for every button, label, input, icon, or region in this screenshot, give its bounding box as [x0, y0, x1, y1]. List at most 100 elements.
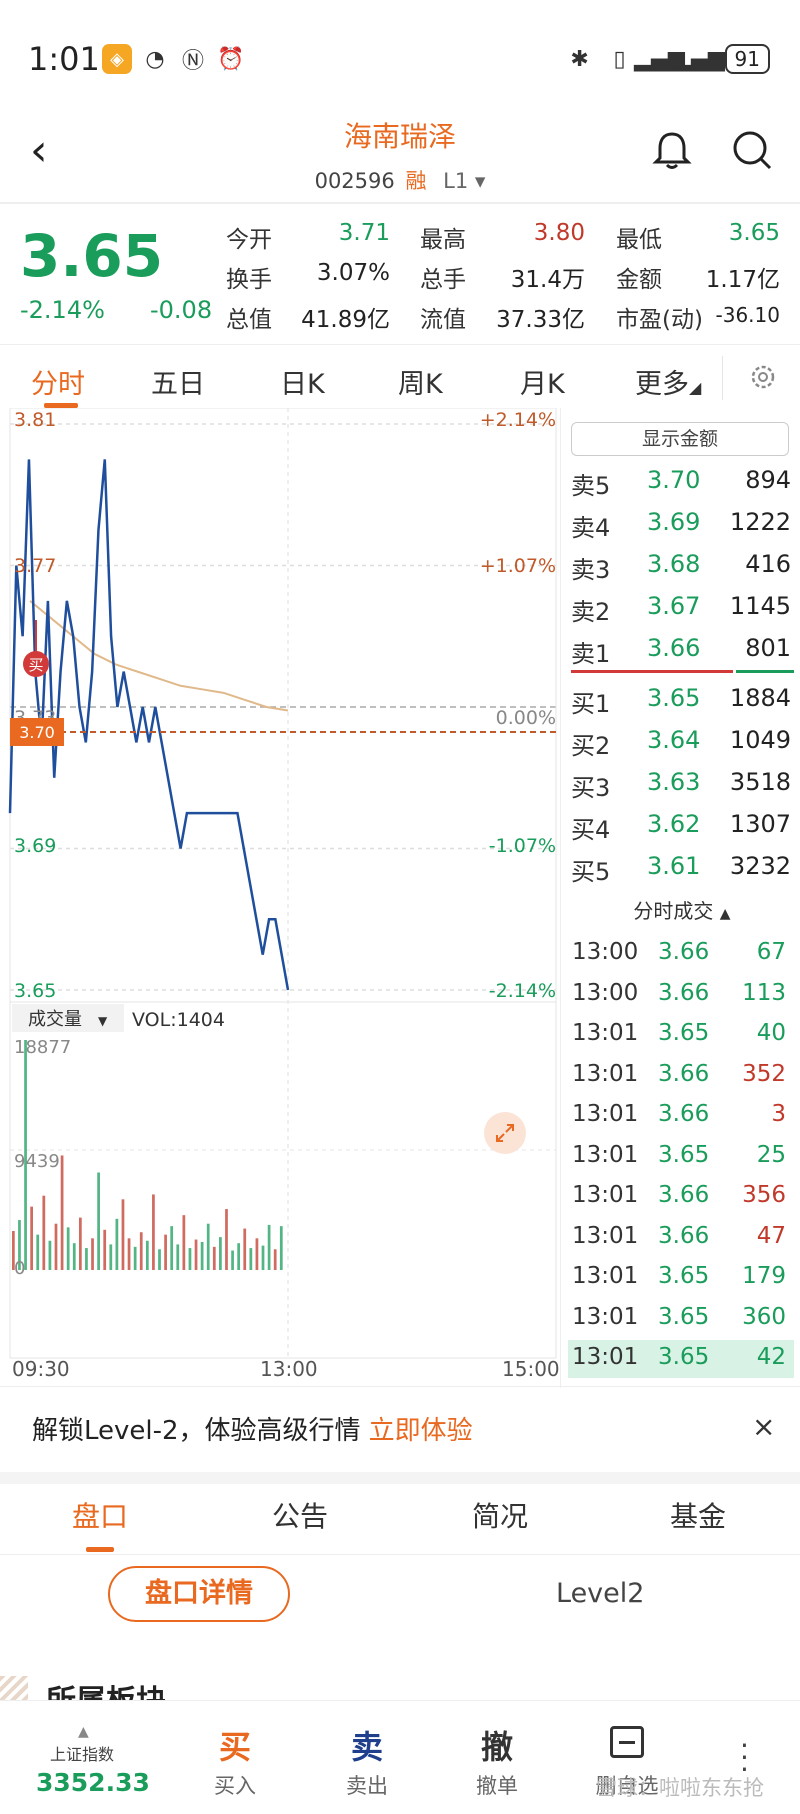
- bid-row[interactable]: 买2 3.64 1049: [571, 726, 793, 762]
- order-volume: 3232: [729, 852, 791, 880]
- volume-bar: [139, 1232, 143, 1270]
- volume-bar: [145, 1240, 149, 1270]
- bluetooth-icon: ✱: [570, 46, 589, 72]
- order-volume: 1884: [729, 684, 791, 712]
- ask-row[interactable]: 卖3 3.68 416: [571, 550, 793, 586]
- volume-bar: [225, 1209, 228, 1270]
- level2-banner[interactable]: 解锁Level-2，体验高级行情 立即体验: [32, 1410, 473, 1447]
- bid-row[interactable]: 买1 3.65 1884: [571, 684, 793, 720]
- volume-bar: [103, 1229, 107, 1270]
- volume-bar: [97, 1172, 100, 1270]
- sell-button-label[interactable]: 卖出: [346, 1774, 388, 1798]
- buy-icon[interactable]: 买: [218, 1728, 251, 1766]
- battery-icon: 91: [724, 44, 770, 74]
- volume-bar: [212, 1246, 216, 1270]
- tab-profile[interactable]: 简况: [472, 1500, 529, 1533]
- tab-order-book[interactable]: 盘口: [72, 1500, 129, 1533]
- volume-bar: [176, 1244, 180, 1270]
- level2-button[interactable]: Level2: [556, 1578, 645, 1609]
- trade-time: 13:01: [572, 1222, 639, 1249]
- index-name[interactable]: 上证指数: [50, 1745, 115, 1764]
- close-icon[interactable]: ×: [752, 1410, 776, 1443]
- ask-row[interactable]: 卖2 3.67 1145: [571, 592, 793, 628]
- bell-icon[interactable]: [650, 128, 694, 172]
- trade-time: 13:00: [572, 979, 639, 1006]
- more-icon[interactable]: · · ·: [740, 1729, 749, 1786]
- search-icon[interactable]: [730, 128, 774, 172]
- trade-time: 13:01: [572, 1101, 639, 1127]
- back-icon[interactable]: ‹: [30, 125, 48, 176]
- show-amount-button[interactable]: 显示金额: [571, 422, 789, 456]
- trade-row: 13:01 3.66 3: [568, 1097, 794, 1135]
- ask-row[interactable]: 卖4 3.69 1222: [571, 508, 793, 544]
- buy-marker[interactable]: [23, 651, 49, 677]
- nfc-icon: Ⓝ: [181, 49, 204, 74]
- order-price: 3.65: [647, 684, 701, 712]
- trade-row: 13:01 3.65 360: [568, 1300, 794, 1338]
- remove-watchlist-label[interactable]: 删自选: [595, 1774, 659, 1798]
- banner-link[interactable]: 立即体验: [368, 1416, 473, 1446]
- order-price: 3.66: [647, 634, 701, 662]
- trades-header[interactable]: 分时成交 ▲: [571, 895, 793, 924]
- level-selector[interactable]: L1 ▾: [443, 169, 485, 193]
- cancel-button-label[interactable]: 撤单: [476, 1774, 518, 1798]
- order-detail-button[interactable]: 盘口详情: [108, 1566, 290, 1622]
- index-value[interactable]: 3352.33: [36, 1768, 150, 1797]
- level-tag: L1: [443, 169, 469, 193]
- tab-monthly-k[interactable]: 月K: [520, 369, 565, 400]
- volume-bar: [78, 1217, 82, 1270]
- pct-label-high: +2.14%: [480, 409, 556, 431]
- tab-more-label: 更多: [635, 369, 689, 400]
- ask-row[interactable]: 卖1 3.66 801: [571, 634, 793, 670]
- volume-bar: [109, 1244, 113, 1270]
- volume-bar: [182, 1215, 186, 1270]
- volume-bar: [164, 1234, 167, 1270]
- tab-weekly-k[interactable]: 周K: [398, 369, 443, 400]
- volume-bar: [66, 1227, 70, 1270]
- order-volume: 894: [745, 466, 791, 494]
- order-price: 3.63: [647, 768, 701, 796]
- order-volume: 1222: [729, 508, 791, 536]
- trade-row: 13:01 3.65 179: [568, 1259, 794, 1297]
- order-volume: 1145: [729, 592, 791, 620]
- remove-watchlist-icon[interactable]: [610, 1726, 644, 1758]
- bid-row[interactable]: 买3 3.63 3518: [571, 768, 793, 804]
- signal-icon: ▂▄▆: [634, 46, 685, 72]
- order-volume: 3518: [729, 768, 791, 796]
- trade-volume: 179: [742, 1263, 786, 1289]
- expand-chart-button[interactable]: [484, 1112, 526, 1154]
- volume-bar: [188, 1248, 192, 1270]
- margin-tag: 融: [405, 169, 427, 193]
- trade-price: 3.65: [658, 1020, 710, 1046]
- volume-bar: [200, 1241, 204, 1270]
- bid-row[interactable]: 买5 3.61 3232: [571, 852, 793, 888]
- gear-icon[interactable]: [748, 362, 778, 392]
- chart-frame: [9, 408, 557, 1359]
- tab-intraday[interactable]: 分时: [31, 369, 85, 400]
- volume-bar: [18, 1220, 21, 1270]
- tab-daily-k[interactable]: 日K: [280, 369, 325, 400]
- bid-row[interactable]: 买4 3.62 1307: [571, 810, 793, 846]
- volume-menu-label: 成交量: [28, 1009, 82, 1030]
- tab-announcements[interactable]: 公告: [272, 1500, 329, 1533]
- buy-button-label[interactable]: 买入: [214, 1774, 256, 1798]
- volume-bar: [206, 1223, 210, 1270]
- intraday-chart[interactable]: 3.81 3.77 3.73 3.69 3.65 +2.14% +1.07% 0…: [0, 408, 560, 1368]
- tab-five-day[interactable]: 五日: [151, 369, 205, 400]
- trade-volume: 352: [742, 1060, 786, 1087]
- volume-menu[interactable]: [12, 1004, 124, 1032]
- cancel-icon[interactable]: 撤: [480, 1728, 513, 1766]
- tab-funds[interactable]: 基金: [670, 1500, 727, 1533]
- volume-bar: [54, 1223, 58, 1270]
- sell-icon[interactable]: 卖: [350, 1728, 383, 1766]
- tab-more[interactable]: 更多◢: [635, 362, 701, 401]
- quote-label: 总手: [420, 267, 466, 293]
- quote-label: 换手: [226, 267, 272, 293]
- quote-value: 3.07%: [316, 260, 390, 286]
- trade-row: 13:01 3.65 42: [568, 1340, 794, 1378]
- price-label-3: 3.69: [14, 835, 56, 857]
- trade-row: 13:00 3.66 67: [568, 935, 794, 973]
- volume-bar: [85, 1248, 88, 1270]
- change-percent: -2.14%: [20, 296, 105, 324]
- ask-row[interactable]: 卖5 3.70 894: [571, 466, 793, 502]
